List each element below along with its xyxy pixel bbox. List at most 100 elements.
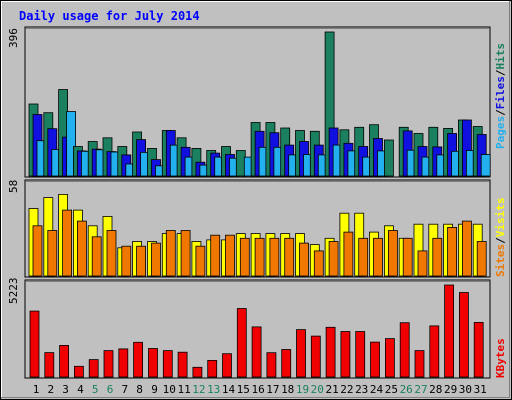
x-tick-label-day-12: 12 [192, 383, 205, 396]
bar-sites-day-1 [32, 225, 43, 277]
bar-kbytes-day-18 [281, 349, 292, 378]
bar-sites-day-5 [91, 236, 102, 277]
bar-kbytes-day-31 [473, 321, 484, 378]
x-tick-label-day-21: 21 [325, 383, 338, 396]
x-tick-label-day-3: 3 [62, 383, 69, 396]
legend-visits: Visits [494, 198, 507, 238]
bar-kbytes-day-17 [266, 352, 277, 378]
bar-kbytes-day-15 [236, 308, 247, 378]
x-tick-label-day-20: 20 [311, 383, 324, 396]
x-tick-label-day-10: 10 [163, 383, 176, 396]
bar-kbytes-day-20 [310, 335, 321, 378]
x-tick-label-day-27: 27 [414, 383, 427, 396]
bar-kbytes-day-7 [118, 348, 129, 378]
bar-kbytes-day-1 [29, 310, 40, 378]
x-tick-label-day-13: 13 [207, 383, 220, 396]
bar-kbytes-day-13 [207, 359, 218, 378]
bar-sites-day-27 [417, 250, 428, 277]
bar-sites-day-26 [402, 237, 413, 277]
x-tick-label-day-18: 18 [281, 383, 294, 396]
chart-title: Daily usage for July 2014 [19, 9, 200, 23]
ymax-label-hits: 396 [7, 28, 20, 48]
x-tick-label-day-16: 16 [251, 383, 264, 396]
bar-kbytes-day-23 [355, 331, 366, 378]
bar-kbytes-day-9 [148, 348, 158, 378]
x-tick-label-day-19: 19 [296, 383, 309, 396]
bar-sites-day-22 [343, 231, 354, 277]
x-tick-label-day-9: 9 [151, 383, 158, 396]
bar-kbytes-day-28 [429, 325, 440, 378]
bar-kbytes-day-26 [399, 322, 410, 378]
legend-pages: Pages [494, 116, 507, 149]
x-tick-label-day-26: 26 [400, 383, 413, 396]
bar-sites-day-7 [121, 245, 132, 277]
bar-kbytes-day-29 [444, 284, 455, 378]
bar-sites-day-8 [136, 245, 147, 277]
bar-kbytes-day-25 [384, 338, 395, 378]
bar-sites-day-20 [313, 250, 324, 277]
ymax-label-kbytes: 5223 [7, 278, 20, 305]
x-tick-label-day-6: 6 [107, 383, 114, 396]
x-tick-label-day-2: 2 [47, 383, 54, 396]
bar-sites-day-29 [447, 226, 458, 277]
bar-kbytes-day-14 [222, 353, 232, 378]
legend-hits: Hits [494, 43, 507, 70]
bar-kbytes-day-21 [325, 326, 336, 378]
bar-kbytes-day-8 [133, 341, 144, 378]
x-tick-label-day-1: 1 [33, 383, 40, 396]
x-axis-labels: 1 2 3 4 5 6 7 8 9 10 11 12 13 14 15 16 17 18 19 20 21 22 23 24 2… [33, 383, 487, 396]
bar-sites-day-18 [284, 237, 295, 277]
bar-sites-day-30 [461, 220, 472, 277]
bar-hits-day-25 [383, 139, 394, 177]
bar-sites-day-3 [62, 209, 72, 277]
bar-sites-day-25 [387, 230, 398, 277]
x-tick-label-day-14: 14 [222, 383, 236, 396]
x-tick-label-day-28: 28 [429, 383, 442, 396]
bar-pages-day-3 [66, 111, 76, 177]
bar-kbytes-day-12 [192, 366, 203, 378]
x-tick-label-day-17: 17 [266, 383, 279, 396]
bar-sites-day-23 [358, 237, 369, 277]
legend-pages-files-hits: Pages/Files/Hits [494, 43, 507, 149]
bar-sites-day-4 [77, 220, 87, 277]
bar-sites-day-11 [180, 230, 191, 277]
bar-sites-day-19 [299, 242, 309, 277]
bar-sites-day-24 [373, 237, 383, 277]
bar-sites-day-12 [195, 245, 206, 277]
x-tick-label-day-7: 7 [121, 383, 128, 396]
bar-kbytes-day-3 [59, 344, 69, 378]
bar-sites-day-17 [269, 237, 280, 277]
x-tick-label-day-22: 22 [340, 383, 353, 396]
bar-sites-day-2 [47, 230, 58, 277]
bar-kbytes-day-30 [458, 292, 469, 378]
bar-kbytes-day-22 [340, 331, 351, 378]
x-tick-label-day-5: 5 [92, 383, 99, 396]
x-tick-label-day-23: 23 [355, 383, 368, 396]
x-tick-label-day-11: 11 [177, 383, 190, 396]
bar-sites-day-31 [476, 241, 487, 277]
bar-sites-day-6 [106, 230, 117, 277]
bar-kbytes-day-19 [296, 329, 306, 378]
legend-sites-visits: Sites/Visits [494, 198, 507, 278]
bar-sites-day-28 [432, 237, 443, 277]
x-tick-label-day-15: 15 [237, 383, 250, 396]
legend-sep-1: / [494, 109, 507, 116]
x-tick-label-day-29: 29 [444, 383, 457, 396]
bar-sites-day-21 [328, 241, 339, 277]
chart-bars [28, 31, 491, 378]
legend-kbytes: KBytes [494, 338, 507, 378]
x-tick-label-day-31: 31 [474, 383, 487, 396]
bar-kbytes-day-5 [88, 359, 99, 378]
bar-pages-day-31 [480, 154, 491, 177]
bar-kbytes-day-27 [414, 350, 425, 378]
bar-sites-day-14 [225, 234, 235, 277]
bar-kbytes-day-6 [103, 350, 114, 378]
legend-files: Files [494, 76, 507, 109]
bar-kbytes-day-2 [44, 352, 55, 378]
bar-kbytes-day-11 [177, 351, 188, 378]
bar-kbytes-day-16 [251, 326, 262, 378]
bar-sites-day-16 [254, 237, 265, 277]
legend-sep-3: / [494, 237, 507, 244]
legend-sites: Sites [494, 244, 507, 277]
